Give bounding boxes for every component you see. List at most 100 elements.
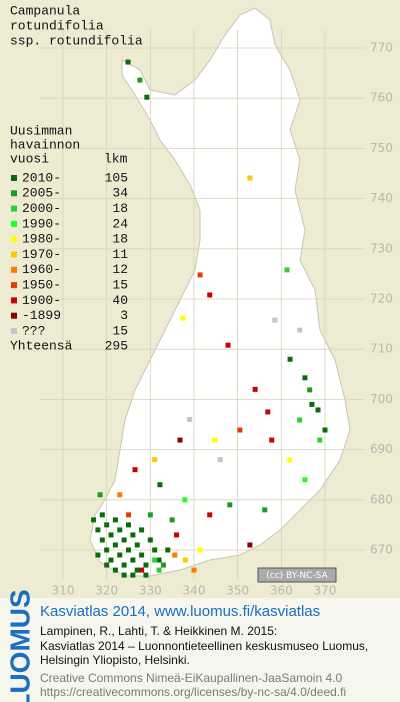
- legend-swatch: [11, 236, 17, 243]
- legend-count: 15: [112, 278, 128, 293]
- x-tick-label: 370: [314, 584, 337, 598]
- observation: [247, 542, 253, 548]
- y-tick-label: 730: [370, 241, 393, 255]
- observation: [297, 417, 303, 423]
- observation: [117, 527, 123, 533]
- observation: [212, 437, 218, 443]
- logo: LUOMUS: [4, 589, 35, 702]
- observation: [237, 427, 243, 433]
- legend-swatch: [11, 297, 17, 304]
- legend-count: 34: [112, 186, 128, 201]
- legend-count: 3: [120, 308, 128, 323]
- observation: [207, 292, 213, 298]
- x-tick-label: 360: [270, 584, 293, 598]
- observation: [247, 175, 253, 181]
- y-tick-label: 670: [370, 543, 393, 557]
- y-tick-label: 700: [370, 392, 393, 406]
- observation: [157, 482, 163, 488]
- observation: [130, 557, 136, 563]
- observation: [95, 527, 101, 533]
- observation: [302, 375, 308, 381]
- observation: [152, 557, 158, 563]
- license-url[interactable]: https://creativecommons.org/licenses/by-…: [40, 685, 346, 699]
- grid: 670 680 690 700 710 720 730 740 750 760 770 310 320 3…: [40, 30, 393, 598]
- observation: [130, 572, 136, 578]
- x-tick-label: 350: [226, 584, 249, 598]
- legend-swatch: [11, 190, 17, 197]
- legend-label: -1899: [22, 308, 61, 323]
- legend-label: ???: [22, 323, 45, 338]
- observation: [147, 512, 153, 518]
- observation: [180, 315, 186, 321]
- legend-count: 18: [112, 232, 128, 247]
- observation: [117, 492, 123, 498]
- observation: [197, 272, 203, 278]
- legend-swatch: [11, 282, 17, 289]
- observation: [284, 267, 290, 273]
- observation: [121, 562, 127, 568]
- observation: [91, 517, 97, 523]
- legend-count: 40: [112, 293, 128, 308]
- citation: Kasviatlas 2014 – Luonnontieteellinen ke…: [40, 639, 368, 653]
- legend-swatch: [11, 312, 17, 319]
- observation: [191, 567, 197, 573]
- observation: [117, 552, 123, 558]
- legend-header: havainnon: [10, 137, 80, 152]
- observation: [182, 497, 188, 503]
- legend-swatch: [11, 220, 17, 227]
- legend-count: 105: [105, 170, 128, 185]
- observation: [302, 477, 308, 483]
- observation: [112, 542, 118, 548]
- legend-label: 1960-: [22, 262, 61, 277]
- citation: Helsingin Yliopisto, Helsinki.: [40, 653, 190, 667]
- observation: [174, 532, 180, 538]
- title-line: ssp. rotundifolia: [10, 33, 143, 48]
- observation: [139, 552, 145, 558]
- y-tick-label: 680: [370, 492, 393, 506]
- legend-swatch: [11, 251, 17, 258]
- y-tick-label: 720: [370, 292, 393, 306]
- observation: [112, 517, 118, 523]
- observation: [108, 557, 114, 563]
- legend-label: 1980-: [22, 232, 61, 247]
- legend-label: 1950-: [22, 278, 61, 293]
- y-tick-label: 740: [370, 191, 393, 205]
- observation: [134, 567, 140, 573]
- observation: [134, 542, 140, 548]
- observation: [132, 467, 138, 473]
- observation: [262, 507, 268, 513]
- legend-count: 18: [112, 201, 128, 216]
- legend-swatch: [11, 175, 17, 181]
- observation: [139, 567, 145, 573]
- observation: [104, 562, 110, 568]
- legend-label: 2005-: [22, 186, 61, 201]
- legend-count-header: lkm: [104, 151, 128, 166]
- observation: [121, 537, 127, 543]
- title-line: rotundifolia: [10, 18, 104, 33]
- legend-label: 2010-: [22, 170, 61, 185]
- atlas-link[interactable]: Kasviatlas 2014, www.luomus.fi/kasviatla…: [40, 603, 320, 620]
- observation: [182, 557, 188, 563]
- observation: [287, 457, 293, 463]
- legend-count: 24: [112, 216, 128, 231]
- observation: [137, 77, 143, 83]
- legend-header: vuosi: [10, 151, 49, 166]
- observation: [269, 437, 275, 443]
- points: [91, 59, 328, 578]
- observation: [317, 437, 323, 443]
- observation: [217, 457, 223, 463]
- observation: [169, 517, 175, 523]
- observation: [125, 59, 131, 65]
- observation: [104, 522, 110, 528]
- legend-total-label: Yhteensä: [10, 339, 73, 354]
- observation: [187, 416, 193, 422]
- legend-label: 1900-: [22, 293, 61, 308]
- license-text: Creative Commons Nimeä-EiKaupallinen-Jaa…: [40, 671, 342, 685]
- observation: [130, 532, 136, 538]
- observation: [177, 437, 183, 443]
- observation: [112, 567, 118, 573]
- legend-count: 11: [112, 247, 128, 262]
- observation: [104, 547, 110, 553]
